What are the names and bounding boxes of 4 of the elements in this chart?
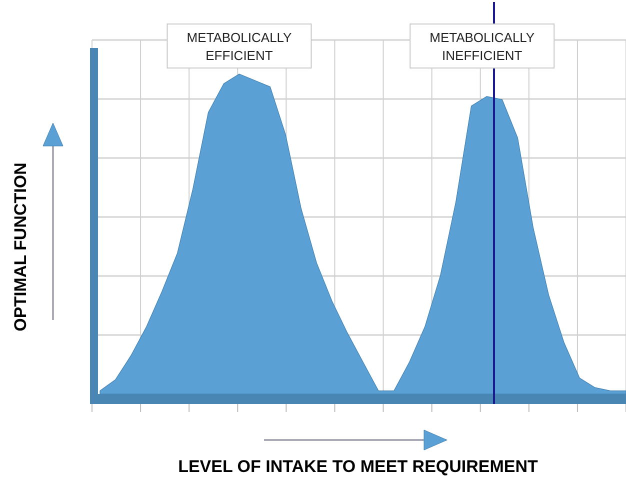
text: METABOLICALLY EFFICIENT [186,30,292,63]
y-axis-title: OPTIMAL FUNCTION [11,162,30,332]
x-axis-title: LEVEL OF INTAKE TO MEET REQUIREMENT [178,457,539,476]
text: METABOLICALLY INEFFICIENT [430,30,535,63]
